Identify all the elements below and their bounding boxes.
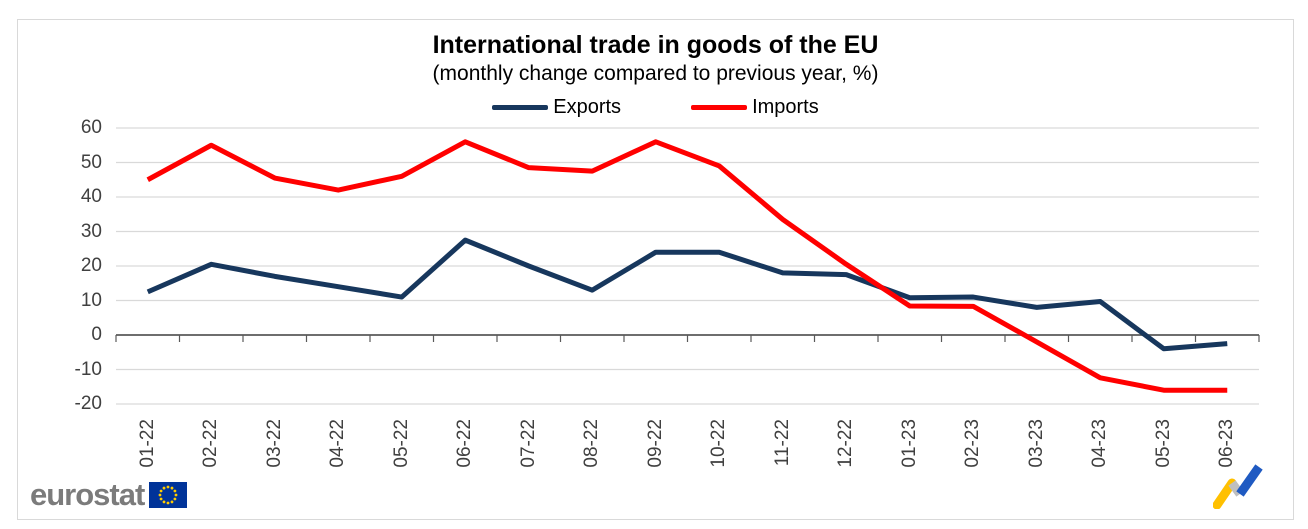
eurostat-logo: eurostat (30, 477, 188, 513)
imports-line (146, 139, 1228, 393)
exports-line (146, 237, 1228, 352)
y-axis-label: -10 (74, 358, 102, 380)
trend-arrow-icon (1213, 464, 1263, 509)
y-axis-label: 10 (80, 289, 102, 311)
chart-subtitle: (monthly change compared to previous yea… (432, 62, 879, 85)
x-axis-label: 09-22 (644, 419, 666, 468)
y-axis-label: 60 (80, 117, 102, 138)
plot-area: -20 -10 0 10 20 30 40 50 60 01-22 02-22 03-22 04-22 0… (18, 20, 1295, 521)
x-axis-label: 06-22 (454, 419, 476, 468)
x-axis-label: 05-23 (1152, 419, 1174, 468)
legend-item-exports: Exports (492, 96, 621, 119)
x-axis-label: 01-22 (136, 419, 158, 468)
x-axis-label: 04-22 (327, 419, 349, 468)
y-axis-label: 0 (91, 324, 102, 345)
y-axis-label: 50 (80, 151, 102, 173)
eurostat-logo-text: eurostat (30, 477, 145, 512)
legend-label-imports: Imports (752, 96, 819, 118)
y-axis-label: 40 (80, 186, 102, 207)
exports-line-swatch (492, 105, 549, 110)
legend: Exports Imports (18, 96, 1293, 119)
x-axis-label: 05-22 (390, 419, 412, 468)
legend-item-imports: Imports (691, 96, 819, 119)
x-axis-label: 08-22 (581, 419, 603, 468)
x-axis-label: 07-22 (517, 419, 539, 468)
chart-title: International trade in goods of the EU (432, 31, 879, 59)
chart-frame: -20 -10 0 10 20 30 40 50 60 01-22 02-22 03-22 04-22 0… (17, 19, 1294, 520)
x-axis-label: 03-23 (1025, 419, 1047, 468)
x-axis-label: 11-22 (771, 419, 793, 467)
x-axis-label: 04-23 (1089, 419, 1111, 468)
legend-label-exports: Exports (553, 96, 622, 118)
x-axis-label: 12-22 (835, 419, 857, 468)
y-axis-label: 30 (80, 220, 102, 242)
y-axis-label: 20 (80, 255, 102, 276)
x-axis-label: 02-23 (962, 419, 984, 468)
imports-line-swatch (691, 105, 748, 110)
x-axis-label: 10-22 (708, 419, 730, 468)
chart-header: International trade in goods of the EU (… (18, 30, 1293, 87)
eu-flag-icon (149, 482, 188, 508)
x-axis-label: 01-23 (898, 419, 920, 468)
x-axis-label: 03-22 (263, 419, 285, 468)
x-axis-label: 02-22 (200, 419, 222, 468)
y-axis-label: -20 (74, 393, 102, 414)
